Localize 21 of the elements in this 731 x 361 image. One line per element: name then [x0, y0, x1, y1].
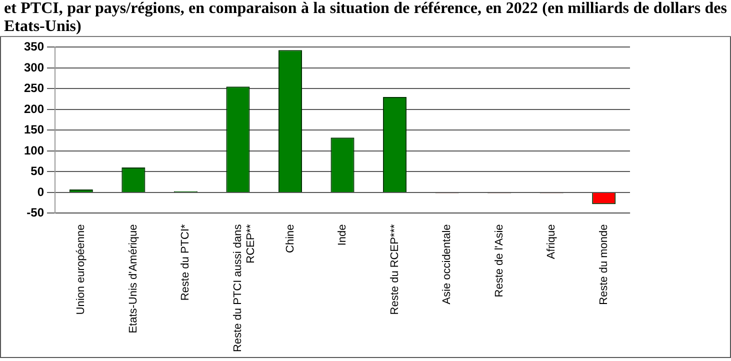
y-tick-label: -50 — [26, 206, 44, 220]
x-tick-label: Inde — [336, 224, 349, 246]
x-tick-label: Union européenne — [75, 224, 88, 315]
x-tick-label: Reste du PTCI aussi dans RCEP** — [232, 224, 258, 352]
x-tick-label: Reste du monde — [598, 224, 610, 305]
chart-title: et PTCI, par pays/régions, en comparaison à la situation de référence, en 2022 (en milliards de dollars des Etats-Unis) — [0, 0, 731, 37]
y-tick-label: 100 — [24, 143, 44, 158]
y-tick-label: 150 — [24, 122, 44, 137]
x-tick-label: Afrique — [546, 224, 558, 260]
x-tick-label: Reste de l'Asie — [493, 224, 506, 298]
y-tick-label: 350 — [24, 40, 44, 54]
y-tick-label: 300 — [24, 60, 44, 74]
x-tick-label: Reste du RCEP*** — [388, 224, 401, 315]
x-tick-label: Reste du PTCI* — [180, 224, 192, 301]
y-tick-label: 250 — [24, 81, 44, 96]
x-tick-label: Etats-Unis d'Amérique — [127, 224, 140, 334]
y-tick-label: 50 — [30, 164, 44, 178]
y-tick-label: 0 — [37, 184, 44, 199]
x-tick-label: Chine — [284, 224, 296, 253]
y-tick-label: 200 — [24, 102, 44, 116]
x-tick-label: Asie occidentale — [441, 224, 454, 304]
